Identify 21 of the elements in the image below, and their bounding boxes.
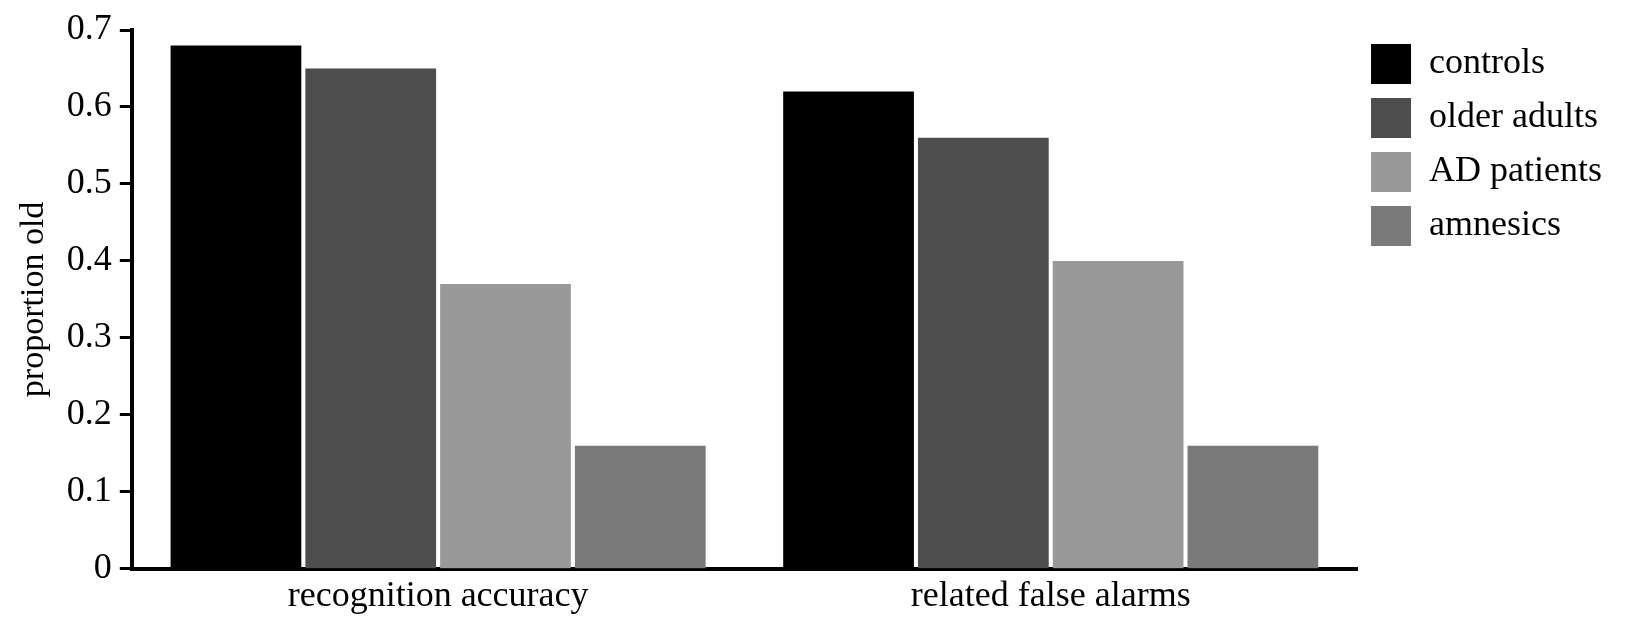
y-tick-label: 0 xyxy=(93,546,112,587)
bar xyxy=(440,284,571,569)
x-tick-label: related false alarms xyxy=(910,573,1191,614)
y-tick-label: 0.6 xyxy=(66,84,112,125)
bar xyxy=(917,137,1049,569)
y-axis-title: proportion old xyxy=(13,201,51,398)
bar xyxy=(305,68,437,569)
legend-label: older adults xyxy=(1429,95,1598,136)
legend-label: controls xyxy=(1429,41,1546,82)
y-tick-label: 0.3 xyxy=(66,315,112,356)
bar xyxy=(1052,260,1184,569)
legend-label: amnesics xyxy=(1429,203,1561,244)
y-tick-label: 0.4 xyxy=(66,238,112,279)
x-tick-label: recognition accuracy xyxy=(287,573,589,614)
y-tick-label: 0.5 xyxy=(66,161,112,202)
bar xyxy=(1187,445,1319,569)
legend-label: AD patients xyxy=(1429,149,1602,190)
y-tick-label: 0.2 xyxy=(66,392,112,433)
y-tick-label: 0.1 xyxy=(66,469,112,510)
y-tick-label: 0.7 xyxy=(66,7,112,48)
bar xyxy=(574,445,706,569)
